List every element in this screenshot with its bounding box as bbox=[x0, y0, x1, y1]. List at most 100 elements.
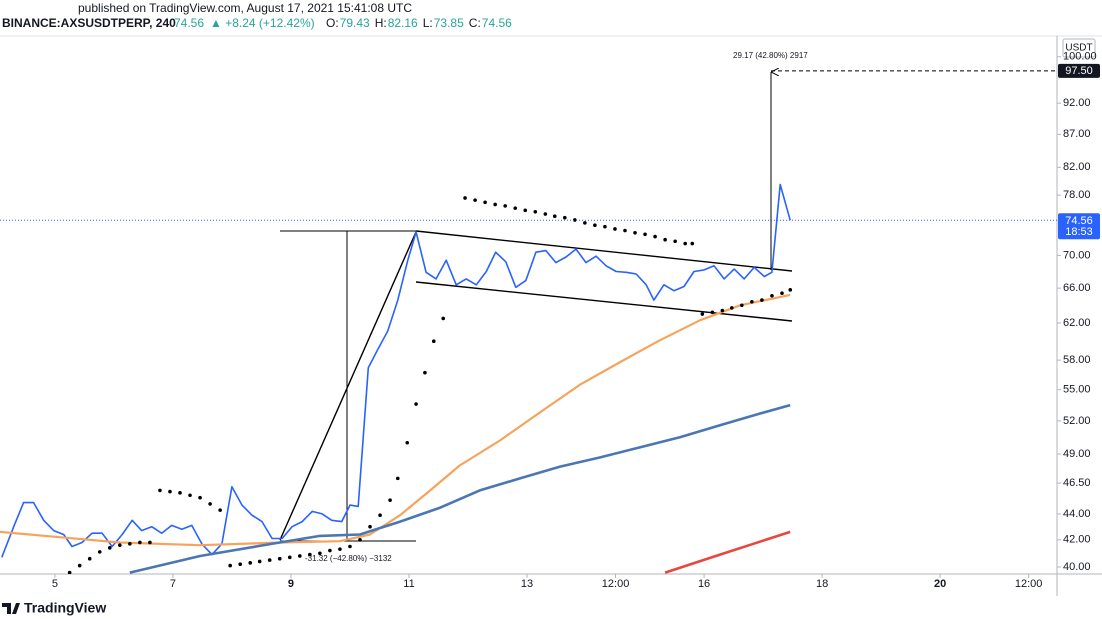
sar-dot bbox=[690, 241, 695, 246]
sar-dot bbox=[405, 440, 410, 445]
price-box bbox=[1058, 213, 1100, 240]
sar-dot bbox=[328, 548, 332, 553]
sar-dot bbox=[720, 308, 725, 313]
x-tick-label: 5 bbox=[52, 578, 58, 590]
sar-dot bbox=[107, 546, 112, 550]
sar-dot bbox=[573, 218, 577, 222]
y-tick-label: 40.00 bbox=[1063, 561, 1091, 573]
sar-dot bbox=[431, 339, 436, 344]
sar-dot bbox=[700, 312, 705, 316]
ohlc-label: O: bbox=[326, 16, 339, 30]
y-tick-label: 49.00 bbox=[1063, 448, 1091, 460]
y-tick-label: 52.00 bbox=[1063, 415, 1091, 427]
sar-dot bbox=[97, 550, 102, 554]
y-tick-label: 92.00 bbox=[1063, 97, 1091, 109]
sar-dot bbox=[348, 544, 352, 549]
x-tick-label: 13 bbox=[521, 578, 533, 590]
x-tick-label: 20 bbox=[934, 578, 946, 590]
symbol: BINANCE:AXSUSDTPERP, 240 bbox=[2, 16, 176, 30]
y-tick-label: 100.00 bbox=[1063, 51, 1097, 63]
series-line bbox=[0, 293, 791, 547]
sar-dot bbox=[118, 543, 122, 547]
sar-dot bbox=[423, 370, 427, 375]
symbol-header: BINANCE:AXSUSDTPERP, 240 74.56 ▲ +8.24 (… bbox=[2, 16, 512, 30]
sar-dot bbox=[523, 208, 528, 213]
x-tick-label: 12:00 bbox=[1015, 578, 1043, 590]
ohlc-label: H: bbox=[375, 16, 387, 30]
x-tick-label: 12:00 bbox=[602, 578, 630, 590]
sar-dot bbox=[358, 538, 362, 542]
sar-dot bbox=[683, 241, 687, 246]
sar-dot bbox=[128, 542, 132, 546]
sar-dot bbox=[257, 559, 262, 564]
ohlc-value: 79.43 bbox=[340, 16, 370, 30]
sar-dot bbox=[208, 502, 212, 506]
annotation: -31.32 (−42.80%) −3132 bbox=[305, 554, 392, 563]
brand-name: TradingView bbox=[24, 600, 106, 616]
sar-dot bbox=[238, 562, 243, 567]
change: ▲ +8.24 (+12.42%) bbox=[210, 16, 315, 30]
sar-dot bbox=[414, 402, 418, 406]
sar-dot bbox=[368, 524, 372, 529]
sar-dot bbox=[780, 291, 784, 296]
sar-dot bbox=[673, 239, 677, 244]
ohlc-label: C: bbox=[469, 16, 481, 30]
ohlc-value: 74.56 bbox=[482, 16, 512, 30]
x-tick-label: 11 bbox=[403, 578, 414, 590]
sar-dot bbox=[87, 556, 92, 561]
series-line bbox=[129, 403, 791, 574]
sar-dot bbox=[308, 552, 312, 557]
sar-dot bbox=[338, 547, 342, 551]
sar-dot bbox=[188, 493, 192, 498]
y-tick-label: 70.00 bbox=[1063, 249, 1091, 261]
brand-logo bbox=[2, 603, 20, 614]
sar-dot bbox=[77, 563, 82, 568]
flag-pole bbox=[279, 231, 417, 541]
sar-dot bbox=[318, 551, 322, 556]
series bbox=[0, 183, 793, 574]
ohlc-label: L: bbox=[423, 16, 433, 30]
sar-dot bbox=[218, 508, 222, 512]
sar-dot bbox=[740, 303, 744, 308]
y-tick-label: 87.00 bbox=[1063, 128, 1091, 140]
sar-dot bbox=[562, 215, 567, 220]
y-tick-label: 78.00 bbox=[1063, 189, 1091, 201]
sar-dot bbox=[770, 293, 774, 298]
y-tick-label: 62.00 bbox=[1063, 317, 1091, 329]
sar-dot bbox=[493, 202, 497, 207]
sar-dot bbox=[473, 198, 477, 202]
sar-dot bbox=[633, 230, 637, 235]
sar-dot bbox=[138, 540, 142, 545]
sar-dot bbox=[710, 310, 715, 315]
currency: USDT bbox=[1065, 43, 1092, 54]
sar-dot bbox=[730, 306, 734, 310]
channel-lower bbox=[415, 281, 793, 322]
sar-dot bbox=[277, 556, 282, 561]
sar-dot bbox=[760, 298, 764, 302]
sar-dot bbox=[552, 214, 557, 219]
brand: TradingView bbox=[2, 600, 106, 616]
sar-dot bbox=[298, 554, 302, 558]
sar-dot bbox=[388, 498, 392, 502]
sar-dot bbox=[67, 570, 72, 574]
y-tick-label: 66.00 bbox=[1063, 282, 1091, 294]
published-note: published on TradingView.com, August 17,… bbox=[78, 1, 412, 15]
sar-dot bbox=[750, 300, 754, 304]
target-label: 97.50 bbox=[1065, 65, 1093, 77]
currency-box bbox=[1062, 38, 1096, 58]
price-label: 74.56 bbox=[1065, 215, 1093, 227]
sar-dot bbox=[248, 561, 253, 565]
y-tick-label: 44.00 bbox=[1063, 508, 1091, 520]
sar-dot bbox=[228, 563, 232, 568]
sar-dot bbox=[158, 488, 162, 493]
sar-dot bbox=[583, 221, 587, 225]
sar-dot bbox=[148, 540, 152, 545]
x-tick-label: 7 bbox=[170, 578, 176, 590]
sar-dot bbox=[533, 209, 538, 214]
y-tick-label: 58.00 bbox=[1063, 354, 1091, 366]
sar-dot bbox=[378, 513, 382, 517]
series-line bbox=[664, 530, 791, 574]
sar-dot bbox=[441, 316, 446, 321]
y-tick-label: 82.00 bbox=[1063, 161, 1091, 173]
